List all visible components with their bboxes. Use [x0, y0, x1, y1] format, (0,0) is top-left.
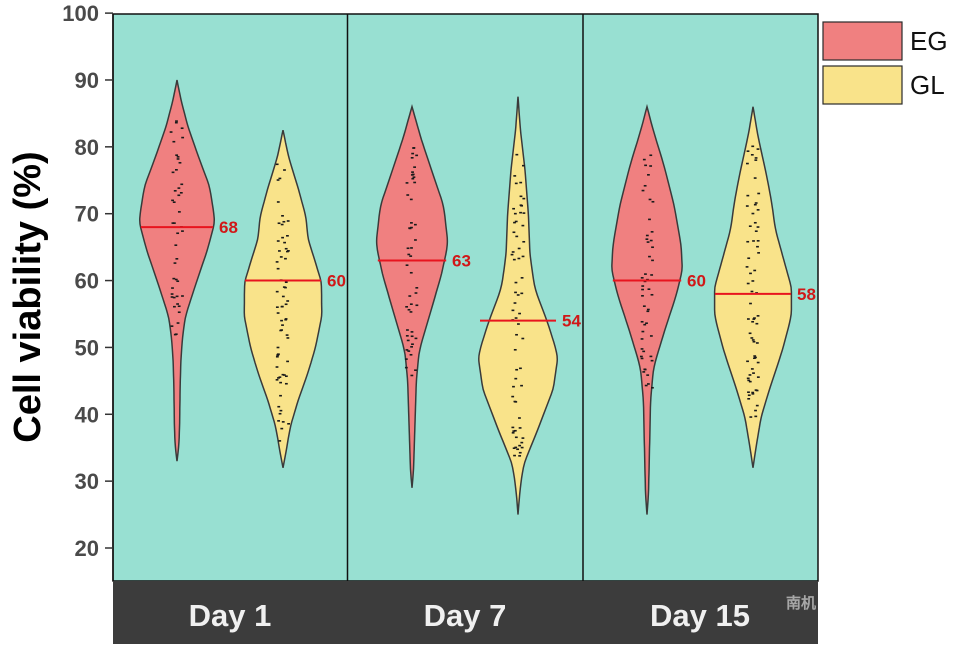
y-tick-label: 100 [62, 1, 99, 26]
y-tick-label: 50 [75, 335, 99, 360]
legend-swatch-GL [822, 65, 903, 105]
violin-EG-day-7 [375, 104, 449, 488]
legend: EG GL [822, 21, 948, 105]
median-label: 63 [452, 252, 471, 271]
y-axis-title: Cell viability (%) [7, 151, 49, 442]
data-points [404, 147, 419, 377]
category-band-background [113, 581, 818, 644]
median-label: 60 [327, 272, 346, 291]
y-tick-label: 40 [75, 402, 99, 427]
series-GL: 60 54 58 [243, 96, 816, 515]
category-label: Day 15 [650, 598, 750, 633]
data-points [745, 145, 761, 418]
legend-label-EG: EG [910, 26, 948, 56]
data-points [510, 153, 526, 457]
plot-background [113, 14, 818, 581]
legend-swatch-EG [822, 21, 903, 61]
category-label: Day 1 [189, 598, 272, 633]
y-tick-label: 60 [75, 269, 99, 294]
y-axis: 20 30 40 50 60 70 80 90 100 [62, 1, 114, 581]
plot-area: 68 63 60 60 54 58 [112, 13, 819, 582]
median-label: 54 [562, 312, 581, 331]
violin-GL-day-15 [713, 106, 793, 468]
violin-GL-day-7 [478, 96, 559, 515]
y-tick-label: 90 [75, 68, 99, 93]
median-label: 60 [687, 272, 706, 291]
violin-GL-day-1 [243, 129, 323, 468]
legend-label-GL: GL [910, 70, 945, 100]
y-tick-label: 30 [75, 469, 99, 494]
violin-EG-day-1 [138, 79, 216, 462]
series-EG: 68 63 60 [138, 79, 706, 515]
median-label: 58 [797, 285, 816, 304]
y-tick-label: 20 [75, 536, 99, 561]
y-tick-label: 70 [75, 202, 99, 227]
data-points [169, 120, 185, 336]
data-points [275, 163, 290, 442]
category-label: Day 7 [424, 598, 507, 633]
median-label: 68 [219, 218, 238, 237]
y-tick-label: 80 [75, 135, 99, 160]
category-band: Day 1 Day 7 Day 15 [113, 581, 818, 644]
watermark: 南机 [786, 594, 816, 612]
